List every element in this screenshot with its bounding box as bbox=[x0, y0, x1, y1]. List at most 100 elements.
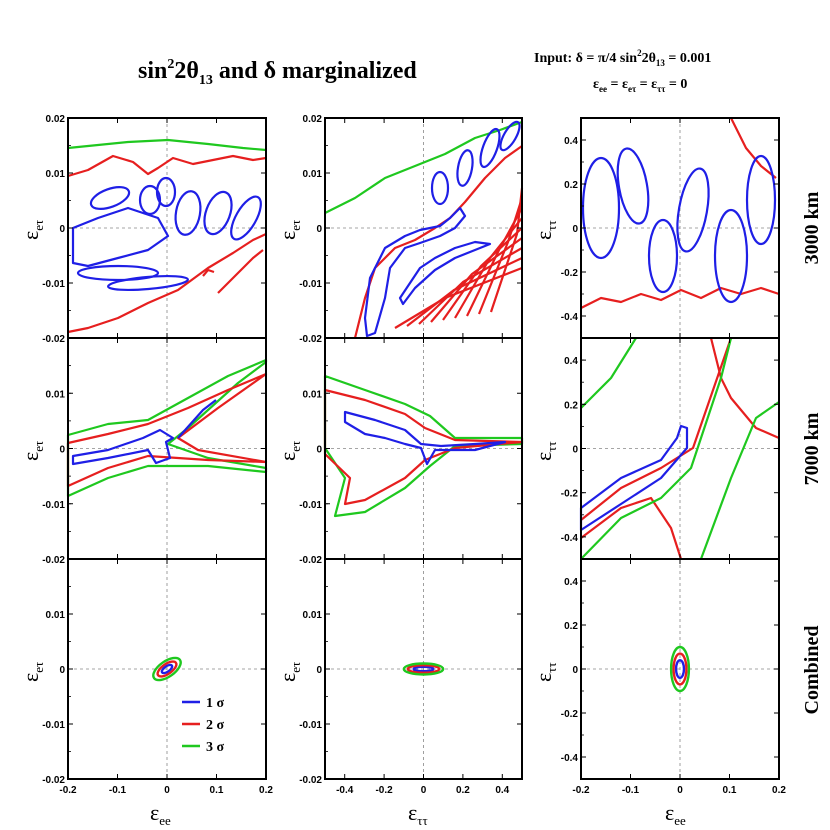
ytick-label: 0 bbox=[572, 445, 578, 456]
xlabel-col2-sub: ττ bbox=[417, 813, 427, 828]
ylabels: εeτ εeτ εeτ εeτ εeτ εeτ εττ εττ εττ bbox=[18, 220, 559, 682]
panel-r1-c2: 0.02 0.01 0 -0.01 -0.02 bbox=[299, 114, 524, 345]
ylabel-r3c1: εeτ bbox=[18, 662, 46, 682]
panel-r3-c2: 0.01 0 -0.01 -0.02 -0.4 -0.2 0 0.2 0.4 bbox=[299, 558, 523, 796]
ylabel-r2c3: εττ bbox=[531, 441, 559, 461]
input-e3: = ε bbox=[636, 77, 657, 92]
xtick-label: 0 bbox=[677, 785, 683, 796]
chart-title: sin22θ13 and δ marginalized bbox=[138, 57, 417, 88]
ytick-label: -0.2 bbox=[561, 268, 579, 279]
input-end: = 0 bbox=[665, 77, 687, 92]
xtick-label: 0.2 bbox=[772, 785, 786, 796]
title-theta: 2θ bbox=[174, 58, 199, 84]
xtick-label: -0.2 bbox=[572, 785, 590, 796]
2sigma-contour bbox=[217, 249, 264, 294]
ytick-label: -0.01 bbox=[299, 279, 322, 290]
xlabel-col3: εee bbox=[665, 800, 686, 828]
3sigma-contour bbox=[67, 138, 267, 152]
xtick-label: 0.4 bbox=[495, 785, 509, 796]
ytick-label: 0.01 bbox=[303, 169, 323, 180]
input-theta: 2θ bbox=[642, 51, 656, 66]
1sigma-contour bbox=[71, 206, 170, 268]
row-label-combined: Combined bbox=[801, 626, 823, 715]
ytick-label: 0 bbox=[572, 224, 578, 235]
1sigma-contour bbox=[579, 424, 689, 532]
xtick-label: 0.2 bbox=[259, 785, 273, 796]
xlabel-col1: εee bbox=[150, 800, 171, 828]
xtick-label: 0.1 bbox=[723, 785, 737, 796]
input-s2: eτ bbox=[628, 84, 637, 94]
xtick-label: -0.2 bbox=[375, 785, 393, 796]
legend-label-1sigma: 1 σ bbox=[206, 696, 225, 711]
ylabel-r2c2: εeτ bbox=[275, 441, 303, 461]
ylabel-r1c3: εττ bbox=[531, 220, 559, 240]
2sigma-contour bbox=[709, 337, 780, 440]
title-sin: sin bbox=[138, 58, 167, 84]
xtick-label: 0.1 bbox=[210, 785, 224, 796]
xtick-label: 0 bbox=[164, 785, 170, 796]
ytick-label: -0.02 bbox=[299, 334, 322, 345]
ytick-label: -0.2 bbox=[561, 489, 579, 500]
ytick-label: -0.01 bbox=[42, 500, 65, 511]
xtick-label: 0.2 bbox=[456, 785, 470, 796]
input-c: = 0.001 bbox=[665, 51, 711, 66]
ytick-label: 0.2 bbox=[564, 180, 578, 191]
3sigma-contour bbox=[152, 656, 182, 682]
2sigma-contour bbox=[580, 496, 683, 560]
1sigma-contour bbox=[499, 120, 521, 152]
ytick-label: -0.01 bbox=[299, 500, 322, 511]
xlabel-col2-eps: ε bbox=[408, 800, 417, 825]
1sigma-contour bbox=[581, 156, 621, 260]
1sigma-contour bbox=[479, 127, 501, 169]
ytick-label: 0 bbox=[59, 665, 65, 676]
ytick-label: 0.01 bbox=[46, 389, 66, 400]
xlabel-col3-eps: ε bbox=[665, 800, 674, 825]
3sigma-contour bbox=[402, 662, 445, 676]
2sigma-contour bbox=[489, 187, 524, 313]
ytick-label: 0.02 bbox=[46, 114, 66, 125]
panel-grid: 0.020.010-0.01-0.020.020.010-0.01-0.020.… bbox=[42, 114, 786, 796]
ylabel-r1c2: εeτ bbox=[275, 220, 303, 240]
2sigma-contour bbox=[202, 268, 215, 277]
xlabel-col1-sub: ee bbox=[159, 813, 171, 828]
ytick-label: -0.2 bbox=[561, 709, 579, 720]
1sigma-contour bbox=[456, 149, 474, 187]
1sigma-contour bbox=[203, 190, 233, 236]
3sigma-contour bbox=[699, 401, 780, 560]
2sigma-contour bbox=[580, 337, 733, 521]
xlabel-col1-eps: ε bbox=[150, 800, 159, 825]
xtick-label: 0 bbox=[421, 785, 427, 796]
ytick-label: -0.02 bbox=[299, 775, 322, 786]
2sigma-contour bbox=[323, 388, 524, 506]
panel-r1-c1: 0.02 0.01 0 -0.01 -0.02 bbox=[42, 114, 267, 345]
ytick-label: -0.4 bbox=[561, 753, 579, 764]
2sigma-contour bbox=[67, 154, 267, 178]
row-label-3000: 3000 km bbox=[801, 191, 823, 264]
xtick-label: -0.2 bbox=[59, 785, 77, 796]
panel-frame bbox=[580, 558, 780, 780]
2sigma-contour bbox=[156, 660, 178, 678]
panel-frame bbox=[67, 558, 267, 780]
input-s3: ττ bbox=[657, 84, 666, 94]
1sigma-contour bbox=[174, 190, 202, 236]
1sigma-contour bbox=[76, 264, 160, 282]
2sigma-contour bbox=[406, 663, 441, 675]
input-sup: 2 bbox=[637, 48, 642, 58]
1sigma-contour bbox=[676, 167, 710, 253]
ytick-label: 0.01 bbox=[46, 169, 66, 180]
panel-r3-c3: 0.4 0.2 0 -0.2 -0.4 -0.2 -0.1 0 0.1 0.2 bbox=[561, 558, 786, 796]
input-s1: ee bbox=[599, 84, 607, 94]
3sigma-contour bbox=[580, 337, 733, 560]
ytick-label: 0.2 bbox=[564, 621, 578, 632]
1sigma-contour bbox=[89, 186, 131, 210]
ytick-label: -0.01 bbox=[42, 720, 65, 731]
3sigma-contour bbox=[324, 120, 523, 214]
panel-r2-c1: 0.01 0 -0.01 -0.02 bbox=[42, 337, 268, 566]
1sigma-contour bbox=[71, 428, 175, 466]
ytick-label: 0 bbox=[59, 224, 65, 235]
panel-r1-c3: 0.4 0.2 0 -0.2 -0.4 bbox=[561, 117, 780, 339]
ylabel-r2c1: εeτ bbox=[18, 441, 46, 461]
1sigma-contour bbox=[343, 410, 507, 466]
input-line-1: Input: δ = π/4 sin22θ13 = 0.001 bbox=[534, 48, 711, 68]
2sigma-contour bbox=[672, 652, 688, 686]
